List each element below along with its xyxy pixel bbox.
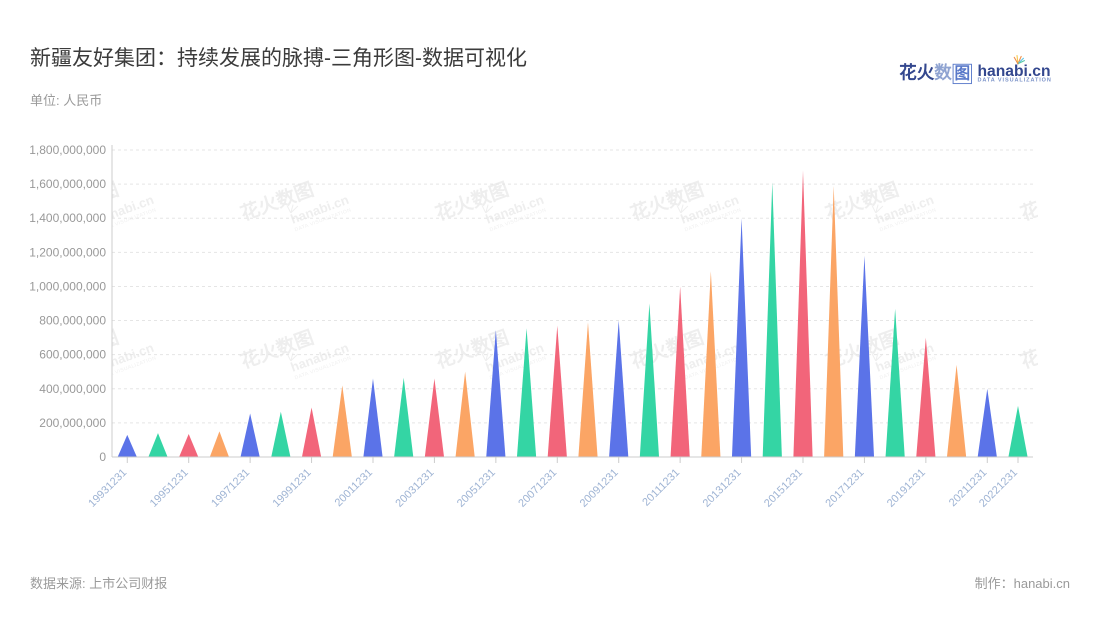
svg-text:1,200,000,000: 1,200,000,000 [29,245,106,259]
svg-text:19971231: 19971231 [209,467,252,510]
svg-text:400,000,000: 400,000,000 [39,382,106,396]
svg-text:1,400,000,000: 1,400,000,000 [29,211,106,225]
svg-text:1,800,000,000: 1,800,000,000 [29,143,106,157]
svg-text:20131231: 20131231 [701,467,744,510]
svg-text:600,000,000: 600,000,000 [39,348,106,362]
svg-text:20151231: 20151231 [762,467,805,510]
svg-text:20071231: 20071231 [516,467,559,510]
svg-text:20011231: 20011231 [333,467,376,510]
svg-text:19991231: 19991231 [271,467,314,510]
svg-text:20091231: 20091231 [578,467,621,510]
svg-text:20171231: 20171231 [823,467,866,510]
svg-text:19931231: 19931231 [86,467,129,510]
svg-text:1,000,000,000: 1,000,000,000 [29,279,106,293]
svg-text:20191231: 20191231 [885,467,928,510]
svg-text:0: 0 [99,450,106,464]
svg-text:200,000,000: 200,000,000 [39,416,106,430]
svg-text:20051231: 20051231 [455,467,498,510]
svg-text:800,000,000: 800,000,000 [39,314,106,328]
svg-text:1,600,000,000: 1,600,000,000 [29,177,106,191]
svg-text:20111231: 20111231 [640,467,682,509]
svg-text:20031231: 20031231 [393,467,436,510]
svg-text:19951231: 19951231 [148,467,191,510]
